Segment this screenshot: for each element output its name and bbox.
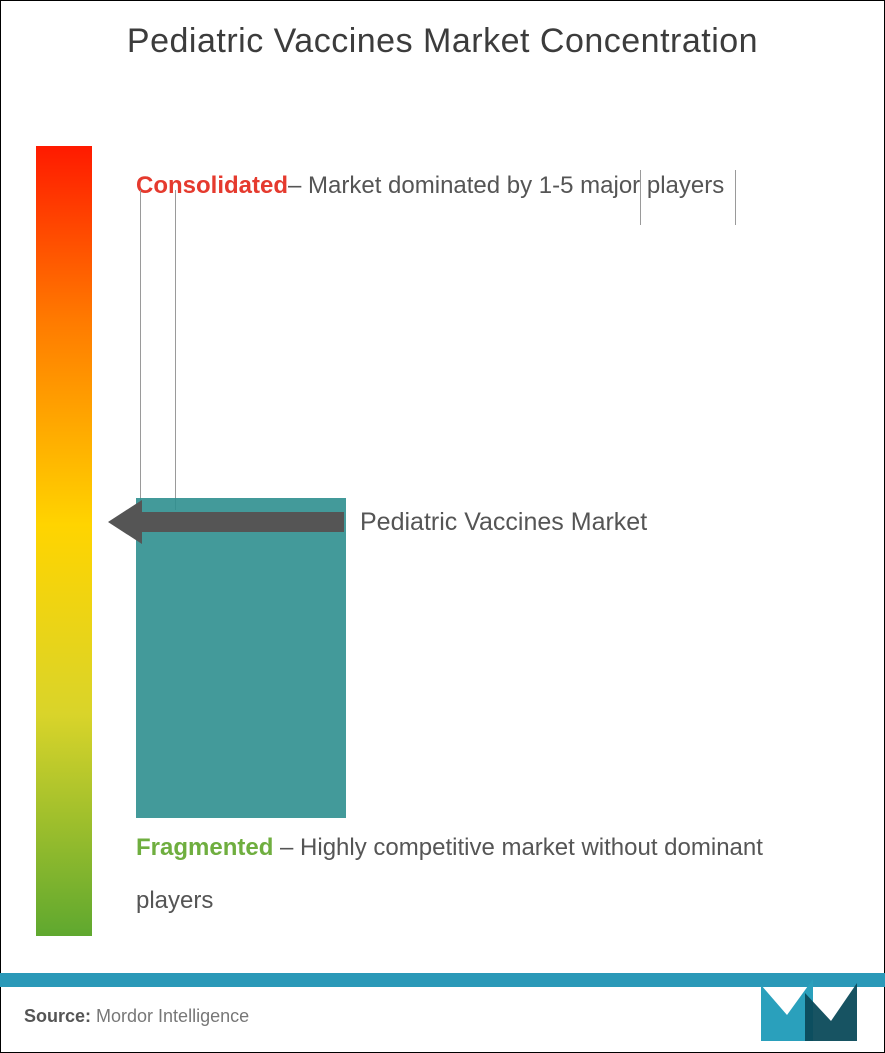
- consolidated-label: Consolidated: [136, 172, 288, 199]
- arrow-shaft: [140, 512, 344, 532]
- guide-line: [640, 170, 641, 225]
- guide-line: [175, 190, 176, 510]
- market-pointer-label: Pediatric Vaccines Market: [360, 508, 647, 537]
- fragmented-legend: Fragmented – Highly competitive market w…: [136, 822, 826, 928]
- guide-line: [140, 190, 141, 510]
- highlight-panel: [136, 498, 346, 818]
- gradient-svg: [36, 146, 92, 936]
- arrow-head-icon: [108, 500, 142, 544]
- source-label: Source:: [24, 1006, 91, 1026]
- mordor-logo-icon: [757, 965, 867, 1045]
- concentration-gradient-scale: [36, 146, 92, 936]
- source-value: Mordor Intelligence: [91, 1006, 249, 1026]
- market-position-arrow: [108, 500, 348, 540]
- source-attribution: Source: Mordor Intelligence: [24, 1006, 249, 1027]
- footer-accent-bar: [0, 973, 885, 987]
- guide-line: [735, 170, 736, 225]
- chart-title: Pediatric Vaccines Market Concentration: [0, 22, 885, 61]
- consolidated-legend: Consolidated– Market dominated by 1-5 ma…: [136, 160, 826, 213]
- fragmented-label: Fragmented: [136, 834, 273, 861]
- consolidated-desc: – Market dominated by 1-5 major players: [288, 172, 724, 199]
